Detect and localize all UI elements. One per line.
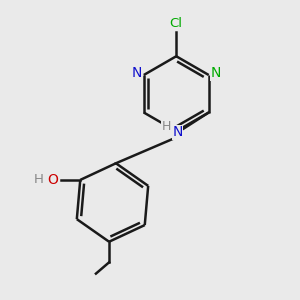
- Text: Cl: Cl: [170, 17, 183, 30]
- Text: N: N: [172, 125, 183, 140]
- Text: N: N: [132, 66, 142, 80]
- Text: H: H: [162, 120, 171, 133]
- Text: N: N: [210, 66, 221, 80]
- Text: H: H: [33, 173, 43, 186]
- Text: O: O: [47, 173, 58, 187]
